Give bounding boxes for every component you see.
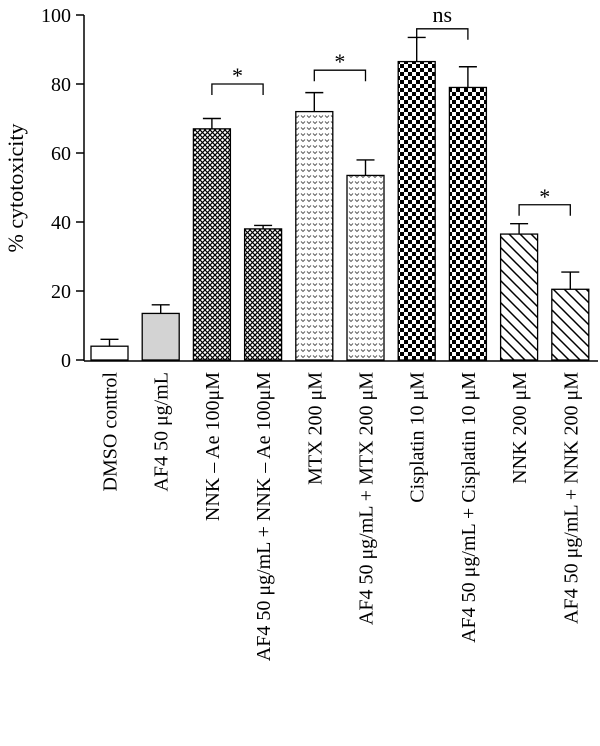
y-tick-label: 0 — [61, 350, 71, 372]
significance-label: * — [232, 63, 243, 88]
significance-bracket: ns — [416, 2, 469, 40]
bar — [141, 312, 180, 361]
y-tick-label: 40 — [51, 212, 71, 234]
error-bar — [202, 117, 221, 129]
category-label: DMSO control — [100, 372, 122, 492]
error-bar — [510, 223, 529, 235]
category-label: Cisplatin 10 μM — [407, 372, 429, 503]
category-label: AF4 50 μg/mL + MTX 200 μM — [356, 372, 378, 625]
significance-bracket: * — [518, 184, 571, 216]
bars-group — [90, 60, 590, 361]
y-tick-label: 80 — [51, 74, 71, 96]
significance-bracket: * — [313, 49, 367, 82]
error-bar — [254, 224, 273, 229]
y-tick-label: 20 — [51, 281, 71, 303]
significance-bracket: * — [211, 63, 264, 95]
bar — [243, 228, 283, 361]
category-label: AF4 50 μg/mL + NNK 200 μM — [560, 372, 582, 624]
error-bar — [151, 304, 170, 314]
error-bar — [407, 36, 426, 62]
y-axis-title: % cytotoxicity — [3, 124, 28, 253]
category-label: NNK 200 μM — [509, 372, 531, 484]
bar — [499, 233, 539, 361]
error-bar — [458, 66, 477, 88]
category-label: AF4 50 μg/mL + Cisplatin 10 μM — [458, 372, 480, 643]
error-bar — [305, 91, 324, 112]
y-tick-label: 60 — [51, 143, 71, 165]
error-bar — [561, 271, 580, 290]
category-label: MTX 200 μM — [304, 372, 326, 485]
bar — [192, 128, 232, 361]
category-labels-group: DMSO control AF4 50 μg/mL NNK – Ae 100μM AF… — [100, 372, 583, 662]
error-bar — [100, 338, 119, 347]
y-tick-label: 100 — [41, 5, 71, 27]
significance-label: * — [539, 184, 550, 209]
category-label: AF4 50 μg/mL + NNK – Ae 100μM — [253, 372, 275, 661]
bar — [448, 86, 488, 361]
bar — [346, 174, 385, 361]
significance-label: ns — [433, 2, 453, 27]
bar — [90, 345, 129, 361]
bar — [295, 110, 334, 361]
bar — [397, 60, 436, 361]
category-label: NNK – Ae 100μM — [202, 372, 224, 521]
bar — [551, 288, 590, 361]
significance-group: * * ns * — [211, 2, 571, 216]
error-bar — [356, 159, 375, 176]
significance-label: * — [334, 49, 345, 74]
category-label: AF4 50 μg/mL — [151, 372, 173, 492]
y-axis: 0 20 40 60 80 100 — [41, 5, 85, 372]
error-bars-group — [100, 36, 580, 347]
